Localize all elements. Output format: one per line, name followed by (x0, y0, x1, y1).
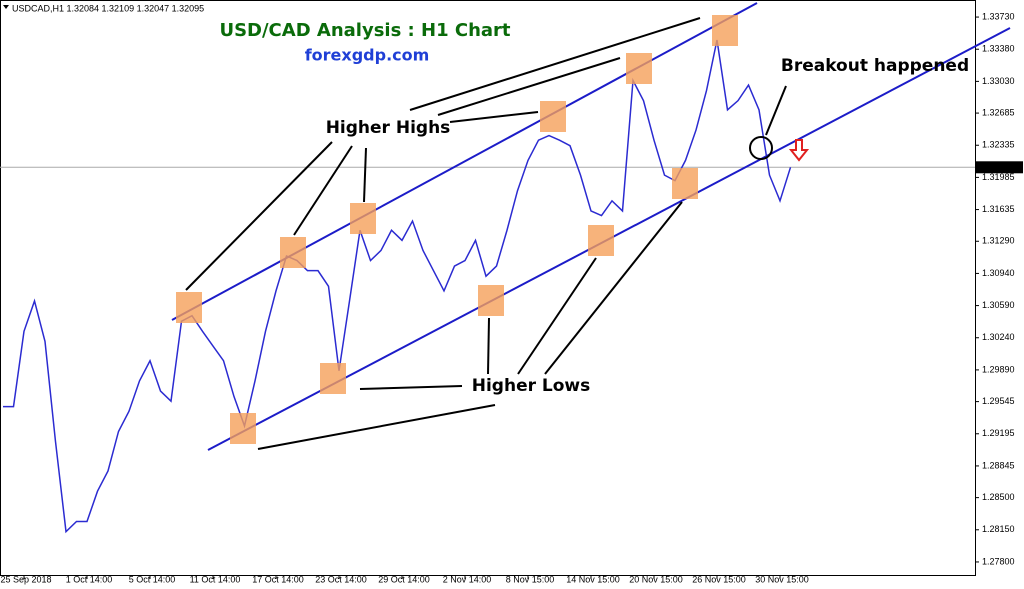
y-tick-label: 1.33730 (982, 11, 1015, 21)
low-box (672, 168, 698, 199)
high-box (280, 237, 306, 268)
swing-boxes (176, 15, 738, 444)
y-tick-label: 1.29545 (982, 396, 1015, 406)
y-tick-label: 1.27800 (982, 556, 1015, 566)
y-tick-label: 1.31985 (982, 172, 1015, 182)
y-tick-label: 1.28500 (982, 492, 1015, 502)
y-tick-label: 1.29890 (982, 364, 1015, 374)
low-box (478, 285, 504, 316)
x-tick-label: 20 Nov 15:00 (629, 574, 683, 584)
y-tick-label: 1.30590 (982, 300, 1015, 310)
y-tick-label: 1.30940 (982, 268, 1015, 278)
x-tick-label: 25 Sep 2018 (0, 574, 51, 584)
pointer (544, 201, 683, 375)
x-tick-label: 26 Nov 15:00 (692, 574, 746, 584)
y-tick-label: 1.33030 (982, 76, 1015, 86)
x-tick-label: 1 Oct 14:00 (66, 574, 113, 584)
low-box (320, 363, 346, 394)
pointer (409, 17, 701, 111)
pointer-lines (185, 17, 787, 450)
x-tick-label: 30 Nov 15:00 (755, 574, 809, 584)
annotation: Higher Highs (326, 118, 451, 138)
high-box (176, 292, 202, 323)
low-box (588, 225, 614, 256)
y-tick-label: 1.30240 (982, 332, 1015, 342)
annotation: Breakout happened (781, 56, 969, 76)
x-tick-label: 29 Oct 14:00 (378, 574, 430, 584)
symbol-header: USDCAD,H1 1.32084 1.32109 1.32047 1.3209… (12, 3, 204, 13)
pointer (293, 145, 353, 236)
current-price-label: 1.32095 (982, 162, 1015, 172)
x-tick-label: 23 Oct 14:00 (315, 574, 367, 584)
current-price-box (976, 161, 1023, 174)
pointer (359, 385, 463, 390)
breakout-circle (749, 136, 773, 160)
high-box (712, 15, 738, 46)
pointer (487, 317, 490, 375)
x-tick-label: 8 Nov 15:00 (506, 574, 555, 584)
pointer (437, 57, 621, 116)
down-arrow (788, 139, 810, 162)
header-arrow (3, 5, 9, 9)
price-line (3, 39, 792, 534)
x-tick-label: 5 Oct 14:00 (129, 574, 176, 584)
y-tick-label: 1.31635 (982, 204, 1015, 214)
pointer (765, 85, 787, 136)
high-box (626, 53, 652, 84)
pointer (257, 404, 496, 450)
x-tick-label: 17 Oct 14:00 (252, 574, 304, 584)
y-tick-label: 1.28845 (982, 460, 1015, 470)
y-tick-label: 1.31290 (982, 236, 1015, 246)
low-box (230, 413, 256, 444)
plot-frame (0, 0, 976, 576)
upper-trend-line (171, 2, 758, 321)
y-tick-label: 1.32685 (982, 107, 1015, 117)
y-tick-label: 1.32335 (982, 140, 1015, 150)
chart-subtitle: forexgdp.com (305, 46, 430, 65)
pointer (363, 147, 367, 203)
chart-title: USD/CAD Analysis : H1 Chart (219, 20, 510, 41)
pointer (449, 111, 539, 123)
high-box (350, 203, 376, 234)
high-box (540, 101, 566, 132)
annotation: Higher Lows (472, 376, 591, 396)
pointer (185, 141, 333, 291)
y-tick-label: 1.33380 (982, 44, 1015, 54)
y-tick-label: 1.28150 (982, 524, 1015, 534)
pointer (517, 257, 597, 375)
x-tick-label: 11 Oct 14:00 (190, 574, 241, 584)
y-tick-label: 1.29195 (982, 428, 1015, 438)
x-tick-label: 14 Nov 15:00 (566, 574, 620, 584)
x-tick-label: 2 Nov 14:00 (443, 574, 492, 584)
annotation-layer (171, 2, 1011, 451)
